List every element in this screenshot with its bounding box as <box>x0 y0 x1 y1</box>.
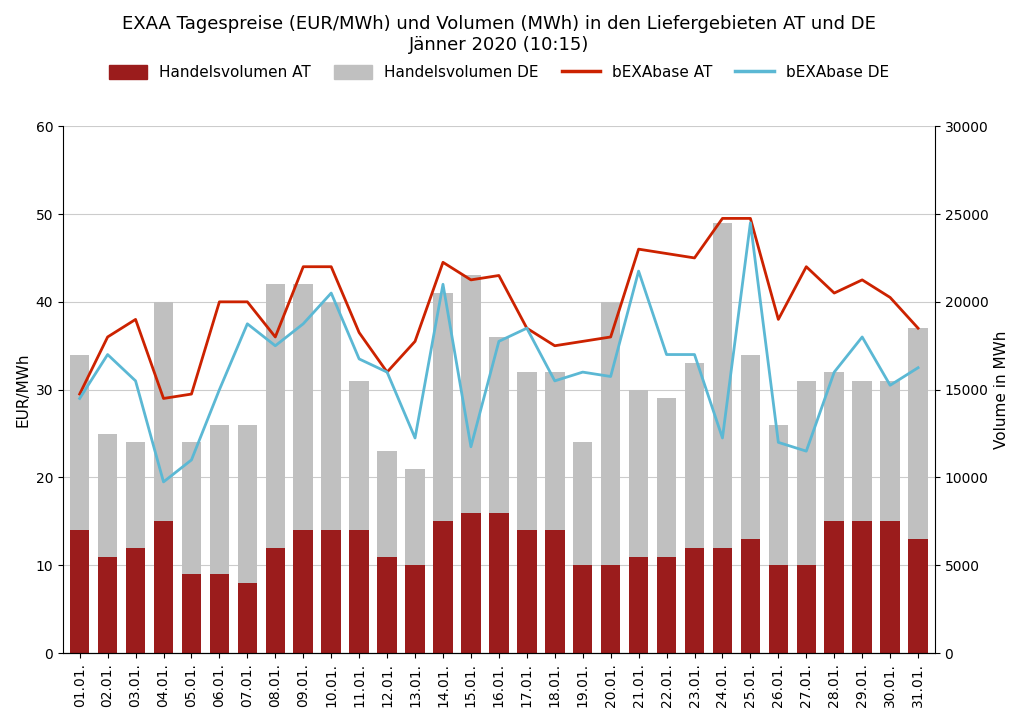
Bar <box>852 381 872 521</box>
Bar <box>294 530 313 653</box>
Bar <box>824 372 844 521</box>
Bar <box>181 443 202 574</box>
Bar <box>349 530 369 653</box>
Bar <box>154 302 173 521</box>
Bar <box>70 530 89 653</box>
Title: EXAA Tagespreise (EUR/MWh) und Volumen (MWh) in den Liefergebieten AT und DE
Jän: EXAA Tagespreise (EUR/MWh) und Volumen (… <box>122 15 876 54</box>
Bar <box>852 521 872 653</box>
Bar <box>545 372 564 530</box>
Bar <box>797 381 816 565</box>
Bar <box>656 399 676 557</box>
Y-axis label: Volume in MWh: Volume in MWh <box>994 331 1009 449</box>
Bar <box>70 355 89 530</box>
Bar <box>908 539 928 653</box>
Bar <box>573 565 593 653</box>
Bar <box>713 223 732 548</box>
Bar <box>322 302 341 530</box>
Bar <box>210 425 229 574</box>
Bar <box>629 390 648 557</box>
Bar <box>377 451 397 557</box>
Bar <box>406 469 425 565</box>
Bar <box>489 337 509 513</box>
Bar <box>210 574 229 653</box>
Bar <box>98 557 118 653</box>
Bar <box>629 557 648 653</box>
Bar <box>433 521 453 653</box>
Bar <box>656 557 676 653</box>
Bar <box>769 565 788 653</box>
Bar <box>769 425 788 565</box>
Bar <box>154 521 173 653</box>
Bar <box>545 530 564 653</box>
Bar <box>98 434 118 557</box>
Bar <box>601 302 621 565</box>
Y-axis label: EUR/MWh: EUR/MWh <box>15 352 30 427</box>
Bar <box>406 565 425 653</box>
Bar <box>489 513 509 653</box>
Bar <box>349 381 369 530</box>
Bar <box>517 372 537 530</box>
Bar <box>881 521 900 653</box>
Bar <box>797 565 816 653</box>
Bar <box>517 530 537 653</box>
Bar <box>294 284 313 530</box>
Bar <box>181 574 202 653</box>
Bar <box>126 443 145 548</box>
Bar <box>433 293 453 521</box>
Bar <box>322 530 341 653</box>
Bar <box>713 548 732 653</box>
Bar <box>740 539 760 653</box>
Bar <box>126 548 145 653</box>
Bar <box>265 548 285 653</box>
Bar <box>238 583 257 653</box>
Bar <box>824 521 844 653</box>
Legend: Handelsvolumen AT, Handelsvolumen DE, bEXAbase AT, bEXAbase DE: Handelsvolumen AT, Handelsvolumen DE, bE… <box>109 65 889 80</box>
Bar <box>461 513 480 653</box>
Bar <box>685 363 705 548</box>
Bar <box>461 276 480 513</box>
Bar <box>685 548 705 653</box>
Bar <box>740 355 760 539</box>
Bar <box>881 381 900 521</box>
Bar <box>601 565 621 653</box>
Bar <box>238 425 257 583</box>
Bar <box>573 443 593 565</box>
Bar <box>377 557 397 653</box>
Bar <box>908 329 928 539</box>
Bar <box>265 284 285 548</box>
